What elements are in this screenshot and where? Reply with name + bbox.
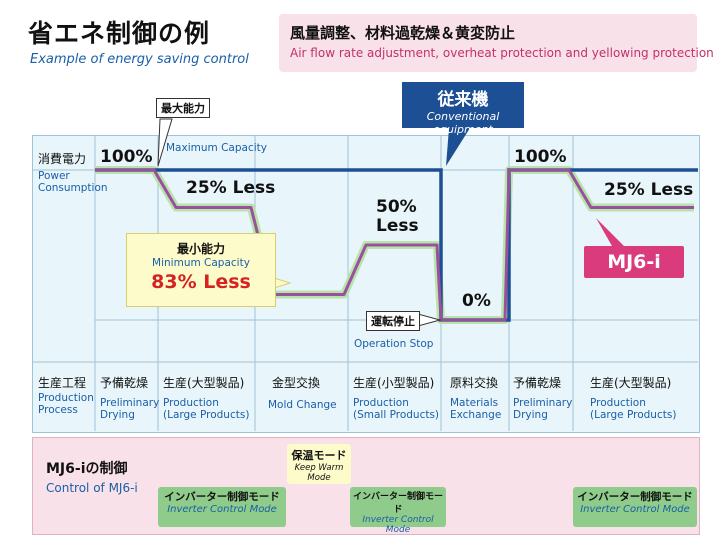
process-cell: 予備乾燥 Preliminary Drying xyxy=(100,376,160,421)
less-50-text: Less xyxy=(376,216,419,236)
control-title-en: Control of MJ6-i xyxy=(46,481,138,495)
process-label-en-1: Production xyxy=(38,392,94,404)
conventional-en: Conventional equipment xyxy=(426,110,500,136)
min-capacity-en: Minimum Capacity xyxy=(152,257,250,269)
minimum-capacity-box: 最小能力 Minimum Capacity 83% Less xyxy=(126,233,276,307)
max-capacity-callout: 最大能力 xyxy=(156,98,210,118)
inverter-mode-1: インバーター制御モード Inverter Control Mode xyxy=(158,487,286,527)
min-capacity-jp: 最小能力 xyxy=(176,242,225,256)
conventional-equipment-label: 従来機 Conventional equipment xyxy=(402,82,524,136)
page-subtitle: Example of energy saving control xyxy=(30,52,249,67)
mj6-pointer xyxy=(596,218,624,246)
process-cell: 予備乾燥 Preliminary Drying xyxy=(513,376,573,421)
keep-warm-mode: 保温モード Keep Warm Mode xyxy=(287,444,351,484)
conventional-pointer xyxy=(446,128,470,166)
control-title-jp: MJ6-iの制御 xyxy=(46,461,128,477)
y-axis-label-en-2: Consumption xyxy=(38,182,108,194)
max-callout-pointer xyxy=(157,118,173,167)
page-title: 省エネ制御の例 xyxy=(28,19,211,48)
pct-100-left: 100% xyxy=(100,147,153,167)
inverter-mode-2: インバーター制御モード Inverter Control Mode xyxy=(350,487,446,535)
mj6-i-badge: MJ6-i xyxy=(584,246,684,278)
pct-0: 0% xyxy=(462,291,491,311)
y-axis-label-en-1: Power xyxy=(38,170,70,182)
process-cell: 生産(大型製品) Production (Large Products) xyxy=(590,376,677,421)
operation-stop-callout: 運転停止 xyxy=(366,311,420,331)
inverter-mode-3: インバーター制御モード Inverter Control Mode xyxy=(573,487,697,527)
mj6-line xyxy=(95,168,694,322)
process-cell: 金型交換 Mold Change xyxy=(268,376,337,411)
feature-box xyxy=(279,14,697,72)
process-label-jp: 生産工程 xyxy=(38,376,87,390)
less-25-left: 25% Less xyxy=(186,178,276,198)
stop-pointer xyxy=(417,313,442,327)
process-cell: 生産(大型製品) Production (Large Products) xyxy=(163,376,250,421)
conventional-jp: 従来機 xyxy=(437,90,489,110)
process-label-en-2: Process xyxy=(38,404,78,416)
pct-100-right: 100% xyxy=(514,147,567,167)
y-axis-label-jp: 消費電力 xyxy=(38,152,87,166)
max-capacity-label: Maximum Capacity xyxy=(166,142,267,154)
operation-stop-label: Operation Stop xyxy=(354,338,434,350)
feature-subtitle: Air flow rate adjustment, overheat prote… xyxy=(290,46,714,60)
process-cell: 生産(小型製品) Production (Small Products) xyxy=(353,376,440,421)
less-50-pct: 50% xyxy=(376,197,417,217)
process-cell: 原料交換 Materials Exchange xyxy=(450,376,502,421)
min-capacity-less: 83% Less xyxy=(151,271,251,293)
less-25-right: 25% Less xyxy=(604,180,694,200)
feature-title: 風量調整、材料過乾燥＆黄変防止 xyxy=(290,24,516,42)
